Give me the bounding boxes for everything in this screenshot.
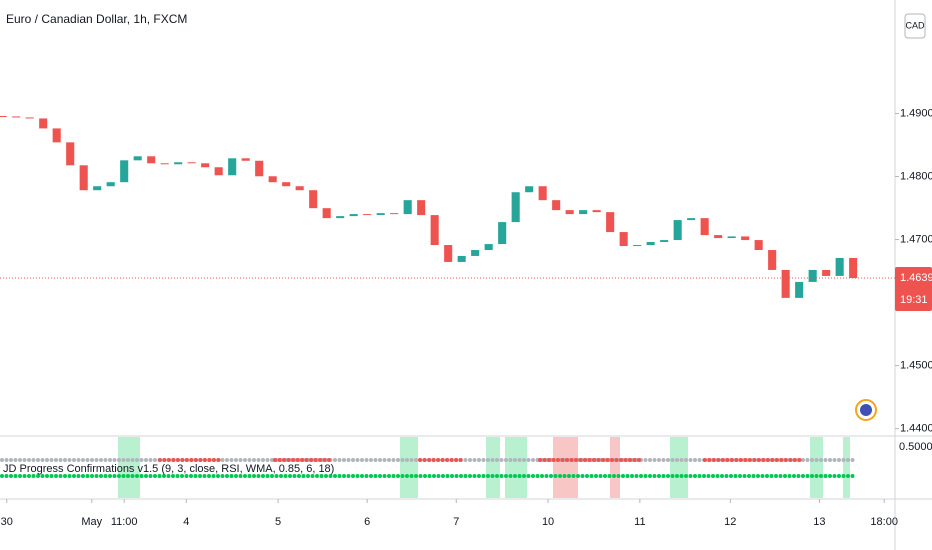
candle xyxy=(376,213,385,215)
candle xyxy=(214,167,223,176)
candle xyxy=(282,182,291,187)
indicator-highlights xyxy=(118,437,850,498)
candle xyxy=(160,163,169,165)
candle xyxy=(768,250,777,270)
candle xyxy=(417,200,426,216)
x-tick-label: 6 xyxy=(364,516,370,528)
candle xyxy=(295,186,304,191)
x-tick-label: 11:00 xyxy=(111,516,138,528)
candle xyxy=(781,269,790,298)
x-tick-label: 7 xyxy=(453,516,459,528)
currency-box[interactable] xyxy=(904,13,926,39)
candle xyxy=(552,200,561,211)
candle xyxy=(471,250,480,256)
candle xyxy=(835,257,844,276)
candle xyxy=(687,218,696,221)
x-tick-label: 11 xyxy=(634,516,645,528)
candle xyxy=(12,116,21,118)
candle xyxy=(322,208,331,219)
candle xyxy=(579,210,588,215)
candle xyxy=(498,222,507,245)
x-tick-label: 12 xyxy=(724,516,736,528)
x-tick-label: 4 xyxy=(183,516,189,528)
candle xyxy=(268,176,277,183)
logo xyxy=(855,399,877,421)
candle xyxy=(403,200,412,215)
candle xyxy=(390,213,399,215)
candle xyxy=(525,186,534,193)
candle xyxy=(660,240,669,243)
candle xyxy=(66,142,75,166)
candle xyxy=(795,281,804,298)
x-tick-label: 10 xyxy=(542,516,554,528)
candle xyxy=(0,116,7,117)
candle xyxy=(646,242,655,246)
candle xyxy=(727,236,736,239)
countdown: 19:31 xyxy=(900,294,928,306)
candle xyxy=(241,158,250,161)
candle xyxy=(754,240,763,251)
candle xyxy=(201,163,210,168)
candle xyxy=(457,255,466,262)
candle xyxy=(808,269,817,282)
candle xyxy=(484,244,493,251)
candle xyxy=(444,245,453,262)
candle xyxy=(174,162,183,165)
currency[interactable]: CAD xyxy=(905,20,925,30)
candle xyxy=(849,257,858,279)
indicator-label: JD Progress Confirmations v1.5 (9, 3, cl… xyxy=(3,463,334,475)
y-tick-label: 1.44000 xyxy=(900,423,932,435)
candle xyxy=(79,165,88,191)
candle xyxy=(25,117,34,119)
candle xyxy=(39,118,48,129)
candle xyxy=(363,214,372,216)
y-tick-label: 1.49000 xyxy=(900,107,932,119)
candle xyxy=(592,210,601,213)
candle xyxy=(741,236,750,241)
candle xyxy=(93,186,102,191)
candle xyxy=(228,158,237,176)
candle xyxy=(673,220,682,241)
candle xyxy=(133,156,142,161)
x-tick-label: 13 xyxy=(813,516,825,528)
candle xyxy=(565,210,574,215)
x-tick-label: May xyxy=(81,516,102,528)
candle xyxy=(511,192,520,223)
candle xyxy=(430,215,439,246)
x-tick-label: 18:00 xyxy=(870,516,898,528)
y-tick-label: 1.48000 xyxy=(900,170,932,182)
candle xyxy=(822,269,831,276)
candle xyxy=(606,212,615,233)
candle xyxy=(714,235,723,239)
candle xyxy=(538,186,547,201)
candle xyxy=(309,190,318,209)
candle xyxy=(336,216,345,219)
candle xyxy=(700,218,709,236)
y-tick-label: 1.47000 xyxy=(900,233,932,245)
indicator-axis-label: 0.50000 xyxy=(899,441,932,453)
candle xyxy=(106,182,115,187)
candle xyxy=(619,232,628,246)
candle xyxy=(633,245,642,247)
indicator-dots xyxy=(0,458,859,478)
candle xyxy=(52,128,61,143)
candle xyxy=(120,160,129,183)
last-price-label: 1.46390 xyxy=(900,272,932,284)
candle xyxy=(349,214,358,217)
candle xyxy=(187,162,196,164)
candle xyxy=(255,160,264,177)
candle xyxy=(147,156,156,164)
x-tick-label: 5 xyxy=(275,516,281,528)
y-tick-label: 1.45000 xyxy=(900,360,932,372)
x-tick-label: 30 xyxy=(1,516,13,528)
last-price-badge xyxy=(895,267,932,312)
chart-title: Euro / Canadian Dollar, 1h, FXCM xyxy=(6,12,187,26)
